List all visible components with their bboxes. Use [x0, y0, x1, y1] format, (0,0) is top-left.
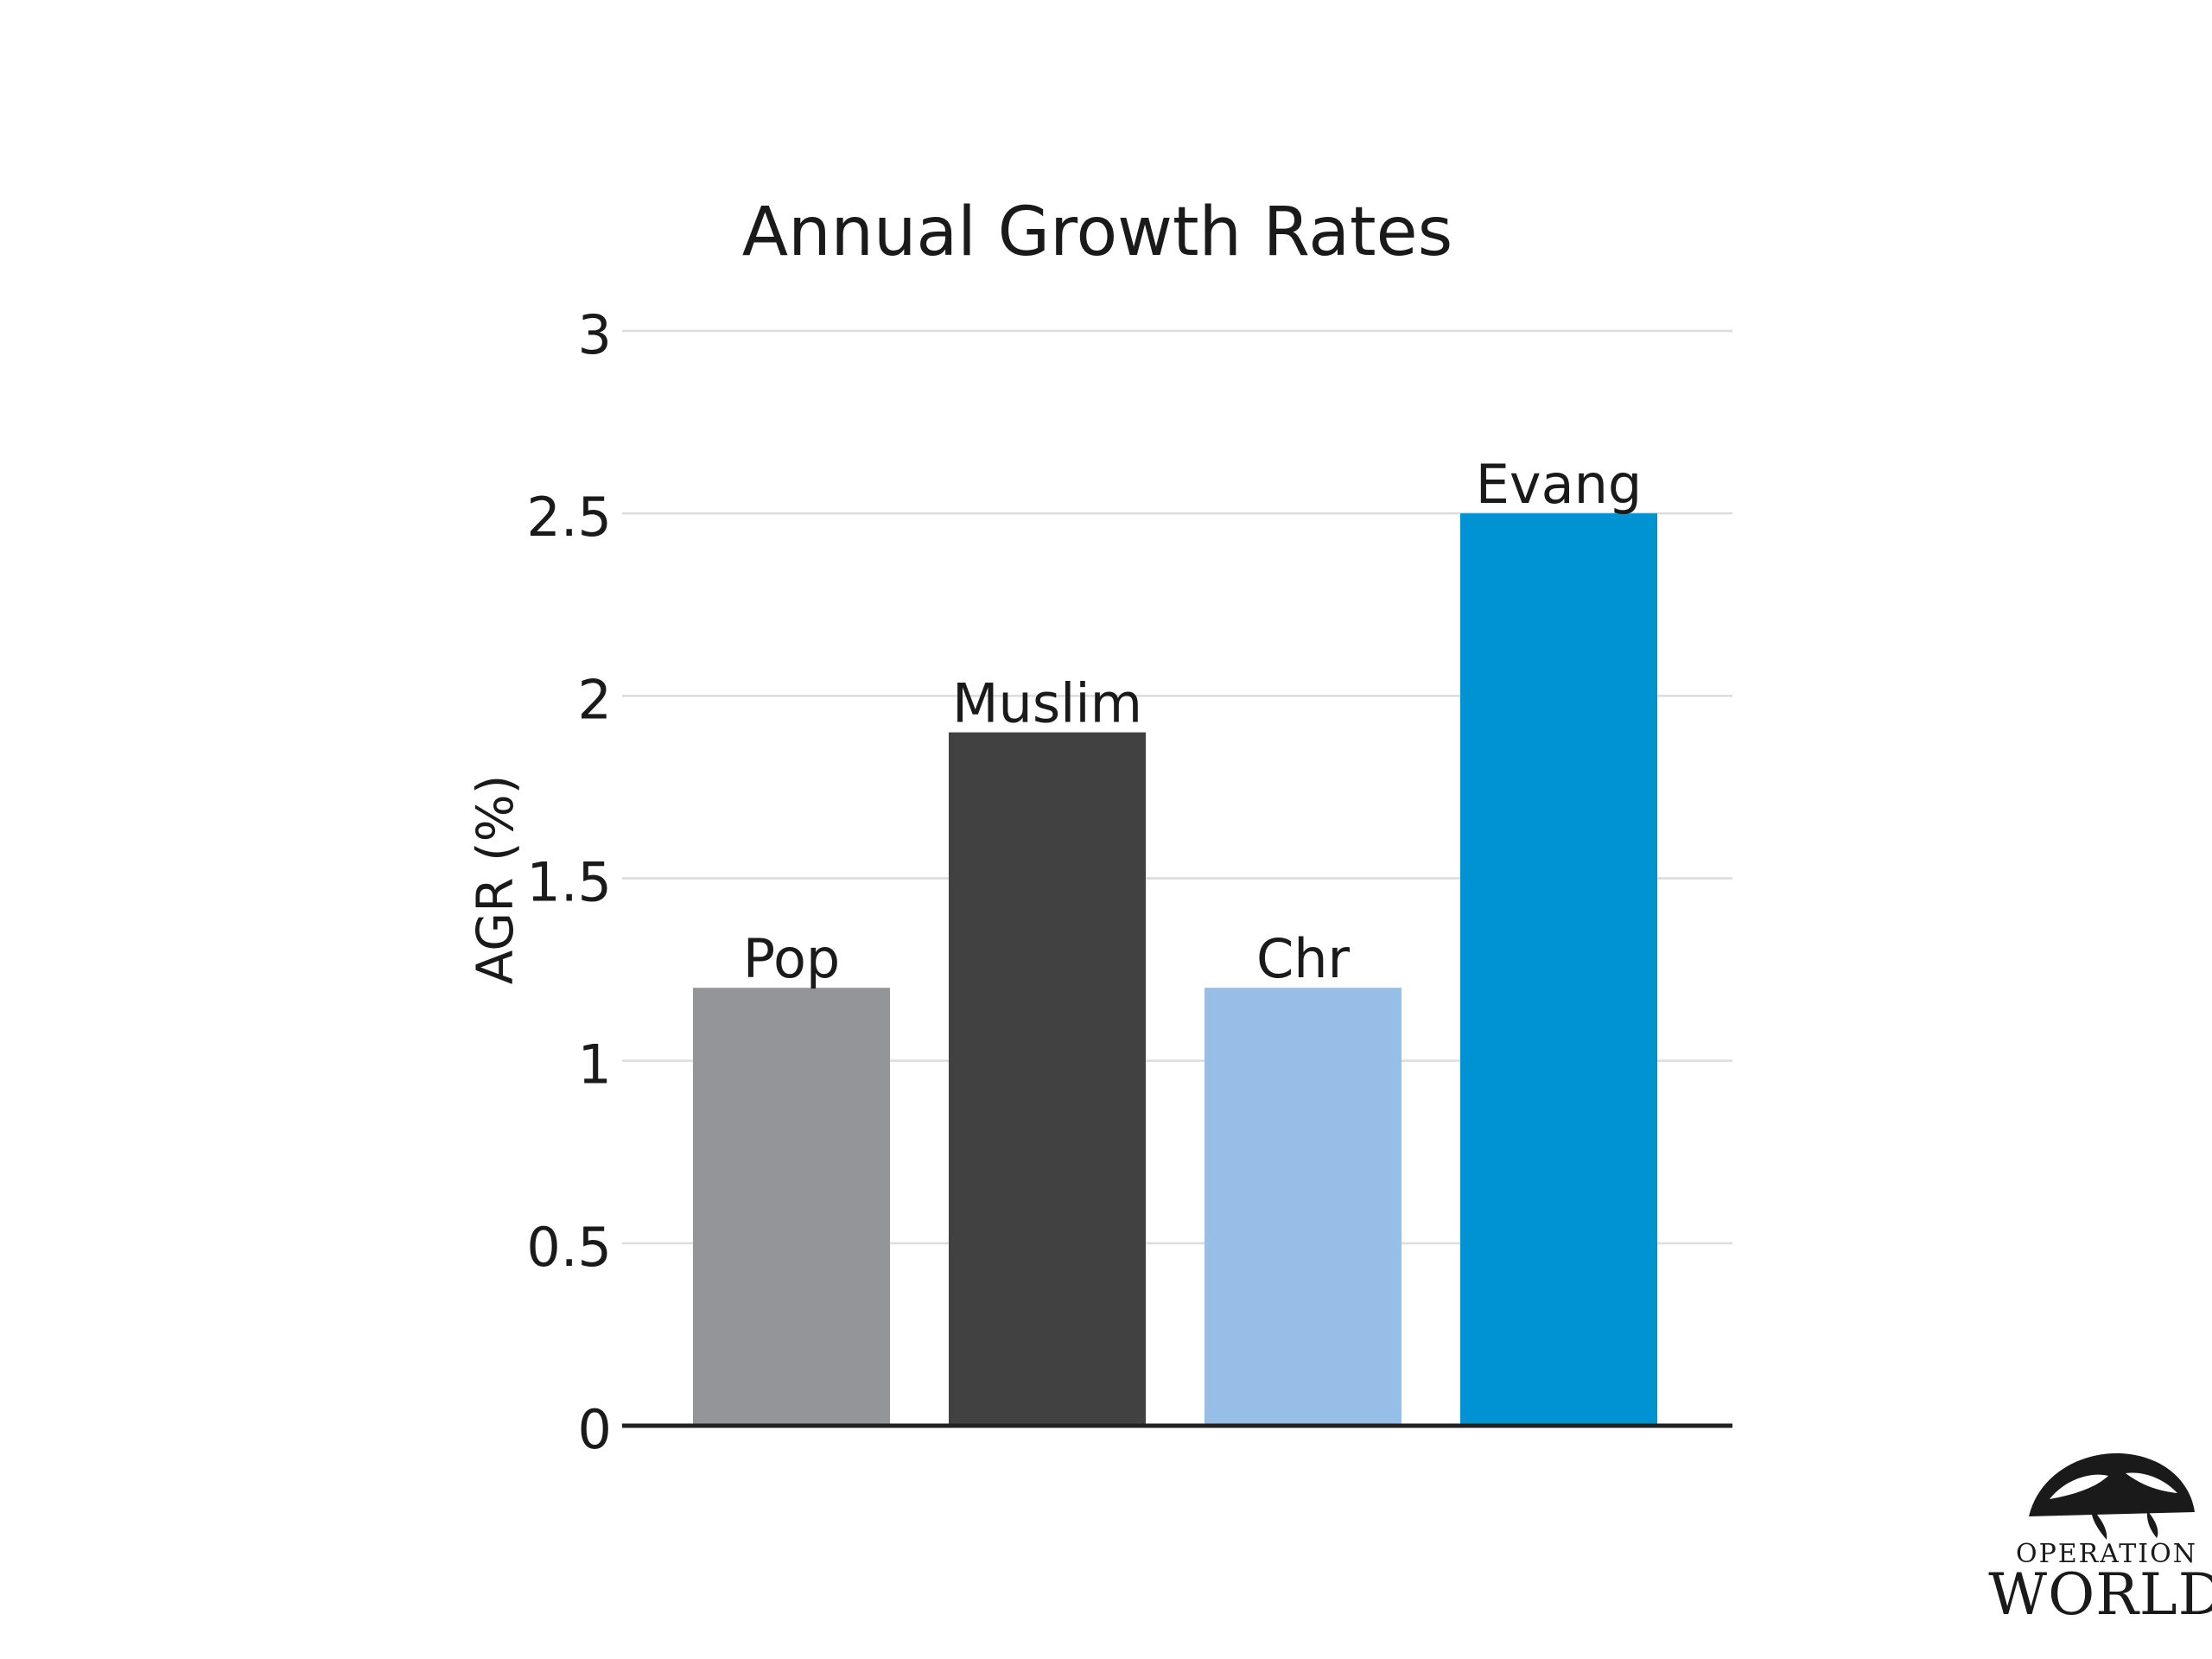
- bar-chr: [1205, 988, 1402, 1426]
- bar-label-evang: Evang: [1476, 453, 1643, 516]
- bar-muslim: [949, 732, 1146, 1426]
- globe-icon: [2029, 1452, 2195, 1540]
- bar-pop: [693, 988, 890, 1426]
- y-tick-label: 2: [578, 668, 612, 731]
- bars: Pop Muslim Chr Evang: [693, 453, 1657, 1426]
- bar-label-chr: Chr: [1256, 927, 1351, 990]
- bar-label-muslim: Muslim: [952, 672, 1142, 735]
- logo-text-operation: OPERATION: [2016, 1539, 2197, 1569]
- operation-world-logo: OPERATION WORLD: [1988, 1452, 2212, 1628]
- bar-label-pop: Pop: [743, 927, 840, 990]
- y-axis-title: AGR (%): [466, 775, 524, 985]
- chart-title: Annual Growth Rates: [742, 194, 1453, 271]
- y-tick-label: 0: [578, 1398, 612, 1461]
- y-tick-label: 0.5: [526, 1216, 612, 1279]
- bar-evang: [1460, 513, 1657, 1426]
- logo-text-world: WORLD: [1988, 1561, 2212, 1628]
- y-tick-label: 2.5: [526, 486, 612, 549]
- y-axis-ticks: 0 0.5 1 1.5 2 2.5 3: [526, 303, 612, 1461]
- y-tick-label: 1.5: [526, 851, 612, 914]
- y-tick-label: 1: [578, 1033, 612, 1096]
- y-tick-label: 3: [578, 303, 612, 366]
